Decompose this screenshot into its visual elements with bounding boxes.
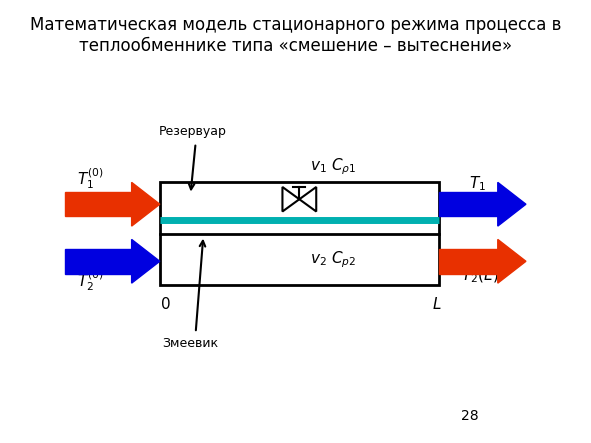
Polygon shape [65,249,132,273]
Text: $v_2\ C_{p2}$: $v_2\ C_{p2}$ [310,249,356,269]
Polygon shape [65,192,132,217]
Text: $T_1$: $T_1$ [469,175,486,193]
Polygon shape [132,183,160,226]
Text: Змеевик: Змеевик [163,338,219,350]
Polygon shape [498,183,526,226]
Text: $0$: $0$ [160,296,170,312]
Polygon shape [439,249,498,273]
Text: 28: 28 [461,409,479,423]
Text: $T_2(L)$: $T_2(L)$ [461,267,499,285]
Text: Резервуар: Резервуар [159,125,227,138]
Polygon shape [132,239,160,283]
Text: $T_2^{(0)}$: $T_2^{(0)}$ [77,268,104,293]
Text: $v_1\ C_{\rho 1}$: $v_1\ C_{\rho 1}$ [310,156,356,177]
Text: $T_1^{(0)}$: $T_1^{(0)}$ [77,166,104,191]
Text: Математическая модель стационарного режима процесса в
теплообменнике типа «смеше: Математическая модель стационарного режи… [30,16,561,54]
Polygon shape [498,239,526,283]
Text: $L$: $L$ [431,296,441,312]
Polygon shape [439,192,498,217]
Bar [160,182,439,285]
